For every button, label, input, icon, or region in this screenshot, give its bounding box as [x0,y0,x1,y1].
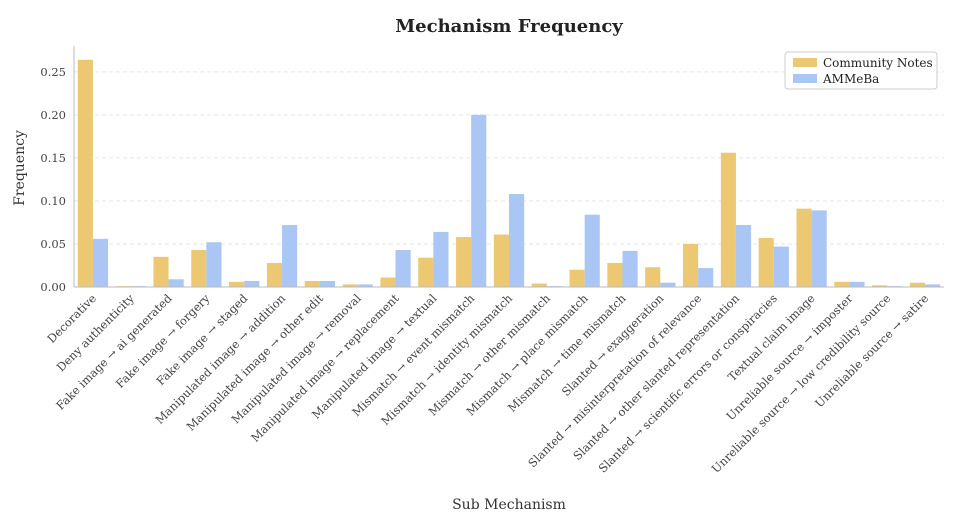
bar [872,285,888,287]
legend-swatch [793,58,817,67]
bar [683,243,699,287]
bar [471,114,487,287]
bar [584,214,600,287]
bar [433,231,449,287]
x-tick-label: Unreliable source → low credibility sour… [709,291,894,476]
bar [849,281,865,287]
bar [796,208,812,287]
bar [834,281,850,287]
bar [191,249,207,287]
bar [418,257,434,287]
bar [720,152,736,287]
bar [244,280,260,287]
x-tick-label: Slanted → misinterpretation of relevance [525,291,704,470]
bar [282,225,298,287]
y-tick-label: 0.15 [40,151,66,165]
y-axis: 0.00 0.05 0.10 0.15 0.20 0.25 [40,46,75,294]
y-tick-label: 0.10 [40,194,66,208]
bar [493,234,509,287]
bar [395,249,411,287]
legend-entry: AMMeBa [822,72,879,86]
bar [304,280,320,287]
bar [357,284,373,287]
bar [153,256,169,287]
y-tick-label: 0.20 [40,108,66,122]
legend-swatch [793,74,817,83]
bar [266,262,283,287]
x-tick-label: Manipulated image → other edit [184,291,327,434]
y-tick-label: 0.25 [40,65,66,79]
bar [168,279,184,287]
bar [380,277,396,287]
bar [660,282,676,287]
legend-entry: Community Notes [823,56,933,70]
y-tick-label: 0.05 [40,237,66,251]
legend-box [784,51,938,90]
bar [531,283,547,287]
bar [342,284,358,287]
bar [811,210,827,287]
bar [773,246,789,287]
x-axis-label: Sub Mechanism [452,497,566,513]
chart-title: Mechanism Frequency [395,16,623,37]
y-tick-label: 0.00 [40,280,66,294]
bar [206,242,222,287]
bar [909,282,926,287]
bar [758,237,774,287]
bars [77,59,941,288]
bar [77,59,93,288]
bar [92,238,109,287]
bar [319,280,335,287]
bar [925,284,941,287]
bar [509,194,525,287]
legend: Community Notes AMMeBa [784,51,938,90]
bar [607,262,623,287]
bar [569,269,585,287]
bar [645,267,661,287]
bar [456,237,472,287]
y-axis-label: Frequency [12,130,28,206]
bar [622,250,638,287]
bar [698,268,714,287]
bar [229,281,245,287]
bar [735,225,752,287]
